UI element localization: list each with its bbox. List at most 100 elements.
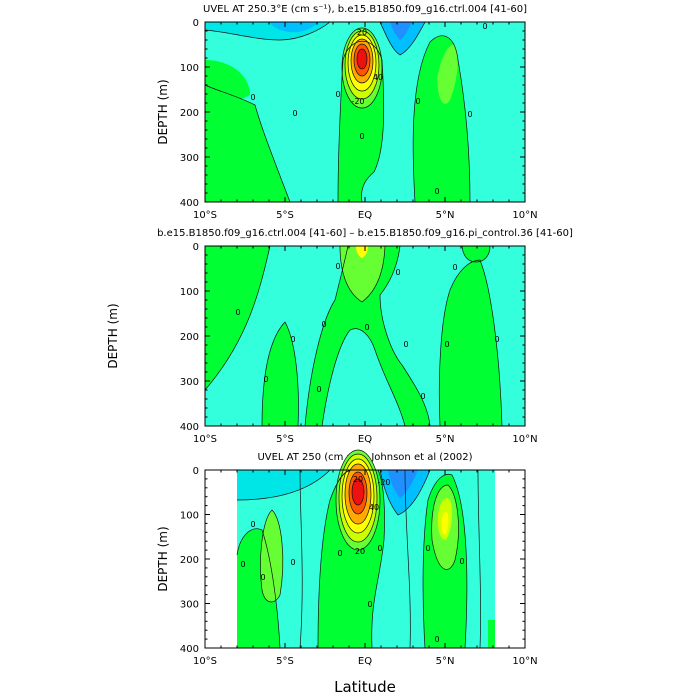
- x-tick-label: EQ: [358, 434, 372, 445]
- panel-1-south-countercurrent: [205, 85, 290, 202]
- panel-1-contour-label: 0: [482, 22, 487, 31]
- panel-2-equator-core: [340, 246, 385, 302]
- panel-2-contour-label: 0: [335, 262, 340, 271]
- y-tick-label: 200: [180, 555, 199, 566]
- x-tick-label: 10°N: [512, 210, 537, 221]
- panel-3-contour: [335, 449, 381, 551]
- panel-3-contour-label: 0: [337, 549, 342, 558]
- panel-1-contour: [344, 30, 380, 100]
- y-tick-label: 100: [180, 287, 199, 298]
- panel-2-contour: [204, 245, 271, 391]
- panel-3-contour-label: 0: [459, 557, 464, 566]
- panel-2: b.e15.B1850.f09_g16.ctrl.004 [41-60] – b…: [106, 228, 573, 445]
- panel-1-contour-label: 40: [373, 73, 383, 82]
- panel-2-arch-green: [305, 246, 430, 426]
- panel-2-north-surface-green: [462, 246, 490, 262]
- panel-3-contour: [341, 458, 375, 534]
- panel-1-euc-120: [357, 49, 367, 69]
- panel-2-contour-label: 0: [235, 308, 240, 317]
- x-tick-label: EQ: [358, 210, 372, 221]
- panel-1-contour-label: -20: [351, 97, 364, 106]
- x-tick-label: 5°N: [436, 434, 455, 445]
- panel-3: UVEL AT 250 (cm s⁻¹), Johnson et al (200…: [156, 449, 538, 696]
- panel-3-contour: [344, 463, 372, 525]
- panel-1-contour-label: 20: [357, 28, 367, 37]
- y-tick-label: 200: [180, 108, 199, 119]
- panel-2-contour-label: 0: [321, 320, 326, 329]
- panel-2-contour: [261, 321, 299, 427]
- panel-1-ylabel: DEPTH (m): [156, 79, 170, 144]
- panel-1-contour: [356, 48, 368, 70]
- panel-3-contour-label: 0: [367, 600, 372, 609]
- x-tick-label: 5°N: [436, 656, 455, 667]
- y-tick-label: 100: [180, 63, 199, 74]
- panel-3-contour-label: 0: [434, 635, 439, 644]
- panel-3-north-core-3: [441, 512, 449, 535]
- panel-3-contour: [348, 471, 368, 515]
- panel-2-title: b.e15.B1850.f09_g16.ctrl.004 [41-60] – b…: [157, 228, 573, 239]
- panel-3-contour-label: -20: [377, 478, 390, 487]
- panel-3-contour: [404, 469, 411, 649]
- panel-1-contour: [412, 35, 471, 203]
- panel-2-contour-label: 0: [316, 385, 321, 394]
- panel-1-contour-label: 0: [359, 132, 364, 141]
- panel-2-contour-label: 0: [403, 340, 408, 349]
- panel-3-contour: [338, 453, 378, 543]
- panel-3-edge-green: [488, 620, 495, 648]
- panel-2-contour: [379, 245, 431, 427]
- panel-3-contour-label: 20: [353, 475, 363, 484]
- panel-1-contour-label: 0: [292, 109, 297, 118]
- panel-2-plot: 0 0 0 0 0 0 0 0 0 0 0 0 0: [204, 245, 526, 427]
- x-tick-label: 10°N: [512, 656, 537, 667]
- panel-2-contour-label: 0: [444, 340, 449, 349]
- panel-3-contour: [317, 469, 353, 649]
- panel-1-title: UVEL AT 250.3°E (cm s⁻¹), b.e15.B1850.f0…: [203, 4, 527, 15]
- x-tick-label: 10°S: [193, 210, 217, 221]
- panel-1-contour: [337, 41, 385, 203]
- panel-1-sec-south-core: [270, 22, 320, 33]
- panel-3-contour-label: 0: [290, 558, 295, 567]
- x-tick-label: 10°N: [512, 434, 537, 445]
- panel-2-ylabel: DEPTH (m): [106, 303, 120, 368]
- panel-2-contour: [321, 328, 406, 427]
- panel-1-contour: [204, 84, 291, 203]
- panel-2-contour-label: 0: [364, 323, 369, 332]
- panel-3-contour-label: 0: [425, 544, 430, 553]
- y-tick-label: 0: [193, 466, 199, 477]
- panel-2-southwest-green: [205, 246, 270, 390]
- panel-2-contour-label: 0: [395, 268, 400, 277]
- panel-1: UVEL AT 250.3°E (cm s⁻¹), b.e15.B1850.f0…: [156, 4, 538, 221]
- panel-1-contour-label: 0: [335, 90, 340, 99]
- x-tick-label: 5°S: [276, 210, 294, 221]
- panel-2-contour-label: 0: [290, 335, 295, 344]
- y-tick-label: 0: [193, 242, 199, 253]
- panel-3-contour: [477, 469, 481, 649]
- panel-3-contour: [371, 469, 385, 649]
- panel-2-contour: [438, 259, 503, 427]
- panel-3-euc-120: [352, 479, 364, 505]
- y-tick-label: 300: [180, 153, 199, 164]
- panel-2-contour-label: 0: [494, 335, 499, 344]
- panel-1-contour: [341, 27, 383, 109]
- panel-3-contour: [351, 478, 365, 506]
- panel-2-contour-label: 0: [452, 263, 457, 272]
- panel-1-contour-label: 0: [434, 187, 439, 196]
- panel-3-contour-label: 0: [377, 544, 382, 553]
- y-tick-label: 300: [180, 600, 199, 611]
- panel-3-south-core: [260, 510, 283, 602]
- panel-2-contour-label: 0: [263, 375, 268, 384]
- panel-1-contour-label: 0: [467, 110, 472, 119]
- panel-3-contour-label: 20: [355, 547, 365, 556]
- y-tick-label: 400: [180, 644, 199, 655]
- y-tick-label: 300: [180, 377, 199, 388]
- x-tick-label: 10°S: [193, 656, 217, 667]
- x-tick-label: 5°N: [436, 210, 455, 221]
- panel-2-contour: [339, 245, 386, 303]
- x-tick-label: EQ: [358, 656, 372, 667]
- x-tick-label: 10°S: [193, 434, 217, 445]
- panel-2-axes: 10°S 5°S EQ 5°N 10°N 0 100 200 300 400: [180, 242, 538, 445]
- panel-1-sec-north: [380, 22, 425, 55]
- panel-3-contour: [422, 473, 468, 649]
